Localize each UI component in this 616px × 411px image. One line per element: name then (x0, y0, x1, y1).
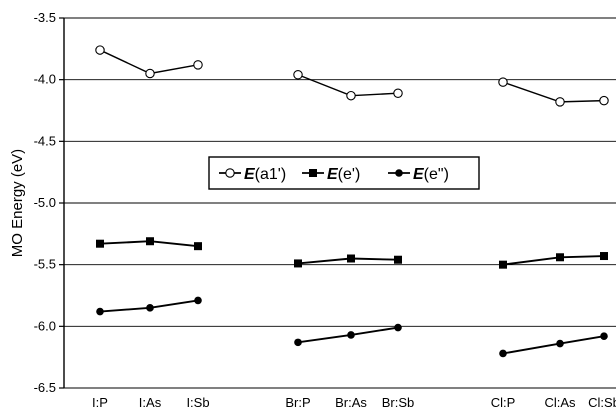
series-2 (96, 237, 608, 269)
data-point (145, 68, 155, 79)
x-tick-label: Cl:As (544, 395, 576, 410)
data-point (95, 45, 105, 55)
series-line (502, 81, 605, 103)
data-point (194, 296, 202, 305)
data-point (146, 237, 154, 246)
y-tick-label: -5.5 (34, 257, 56, 272)
x-tick-label: Br:P (285, 395, 310, 410)
legend-box (208, 156, 480, 190)
legend-marker (309, 169, 317, 177)
legend-label: E(e") (413, 166, 449, 183)
data-point (393, 88, 403, 98)
y-tick-label: -4.0 (34, 72, 56, 87)
x-tick-label: Cl:P (491, 395, 516, 410)
y-tick-label: -6.5 (34, 380, 56, 395)
x-tick-label: Br:As (335, 395, 367, 410)
series-1 (95, 45, 609, 107)
legend-marker (395, 169, 403, 177)
legend-label: E(e') (327, 166, 360, 183)
x-tick-label: Cl:Sb (588, 395, 616, 410)
legend-label: E(a1') (244, 166, 286, 183)
data-point (556, 253, 564, 262)
data-point (600, 332, 608, 341)
data-point (346, 90, 356, 101)
data-point (347, 331, 355, 339)
data-point (499, 260, 507, 269)
grid-lines (59, 17, 616, 389)
y-tick-label: -5.0 (34, 195, 56, 210)
data-point (293, 69, 303, 80)
series-line (502, 335, 605, 355)
data-point (394, 323, 402, 332)
data-point (294, 338, 302, 347)
data-point (555, 97, 565, 107)
x-tick-label: I:As (139, 395, 162, 410)
x-tick-label: I:Sb (186, 395, 209, 410)
y-tick-labels: -3.5 -4.0 -4.5 -5.0 -5.5 -6.0 -6.5 (34, 10, 56, 395)
x-tick-labels: I:P I:As I:Sb Br:P Br:As Br:Sb Cl:P Cl:As Cl:Sb (92, 395, 616, 410)
data-point (499, 349, 507, 358)
legend-item: E(e") (388, 166, 449, 183)
x-tick-label: Br:Sb (382, 395, 415, 410)
data-point (96, 307, 104, 316)
data-point (600, 252, 608, 261)
y-tick-label: -3.5 (34, 10, 56, 25)
legend-item: E(e') (302, 166, 360, 183)
data-point (194, 242, 202, 251)
data-point (599, 95, 609, 106)
data-point (146, 304, 154, 312)
data-point (193, 60, 203, 70)
y-axis-title: MO Energy (eV) (9, 149, 26, 257)
y-tick-label: -4.5 (34, 133, 56, 148)
legend-item: E(a1') (219, 166, 286, 183)
y-tick-label: -6.0 (34, 318, 56, 333)
data-point (294, 259, 302, 268)
legend: E(a1') E(e') E(e") (208, 156, 480, 190)
data-point (347, 254, 355, 263)
data-point (96, 239, 104, 248)
legend-marker (225, 168, 235, 178)
series-line (502, 255, 605, 266)
data-point (394, 255, 402, 264)
series-layer (95, 45, 609, 358)
series-3 (96, 296, 608, 358)
x-tick-label: I:P (92, 395, 108, 410)
data-point (498, 77, 508, 87)
data-point (556, 339, 564, 348)
